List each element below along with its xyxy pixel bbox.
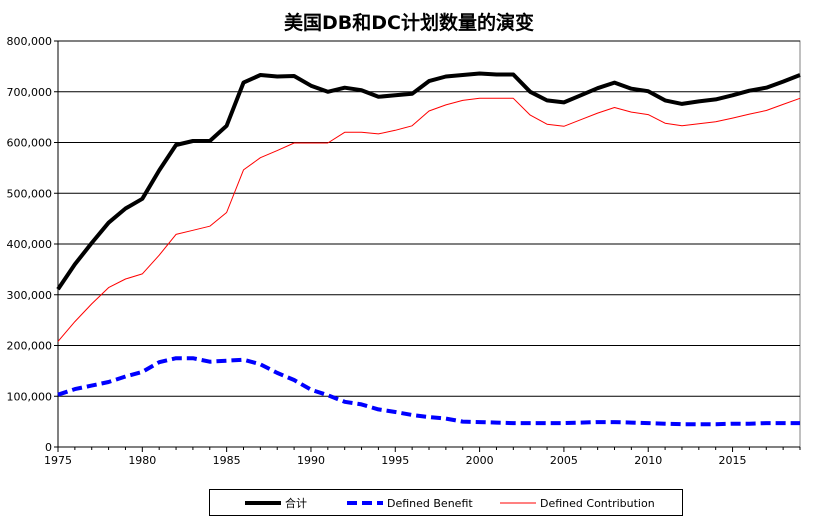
x-tick-label: 1980	[128, 454, 156, 467]
y-tick-label: 200,000	[7, 340, 53, 353]
x-tick-label: 1995	[381, 454, 409, 467]
legend-label: Defined Benefit	[387, 496, 473, 510]
x-tick-label: 2010	[634, 454, 662, 467]
x-tick-label: 1985	[213, 454, 241, 467]
y-tick-label: 700,000	[7, 86, 53, 99]
x-tick-label: 2005	[550, 454, 578, 467]
x-tick-label: 1975	[44, 454, 72, 467]
y-tick-label: 0	[45, 441, 52, 454]
y-tick-label: 400,000	[7, 238, 53, 251]
x-tick-label: 1990	[297, 454, 325, 467]
legend-label: 合计	[285, 497, 307, 510]
y-tick-label: 800,000	[7, 35, 53, 48]
x-tick-label: 2015	[719, 454, 747, 467]
series-line-2	[57, 97, 801, 342]
legend-label: Defined Contribution	[540, 496, 655, 510]
series-line-1	[57, 356, 800, 427]
legend: 合计 Defined Benefit Defined Contribution	[209, 489, 683, 516]
y-tick-label: 100,000	[7, 390, 53, 403]
chart-title: 美国DB和DC计划数量的演变	[284, 12, 534, 34]
legend-swatch	[500, 502, 536, 504]
legend-item-2: Defined Contribution	[500, 496, 655, 510]
series-line-0	[56, 71, 801, 291]
y-tick-label: 600,000	[7, 137, 53, 150]
y-tick-label: 500,000	[7, 187, 53, 200]
chart-svg: 0 100,000 200,000 300,000 400,000 500,000 600,…	[7, 35, 801, 467]
legend-swatch	[347, 501, 383, 505]
legend-item-0: 合计	[245, 496, 307, 510]
legend-swatch	[245, 501, 281, 505]
x-tick-label: 2000	[466, 454, 494, 467]
y-tick-label: 300,000	[7, 289, 53, 302]
legend-item-1: Defined Benefit	[347, 496, 473, 510]
